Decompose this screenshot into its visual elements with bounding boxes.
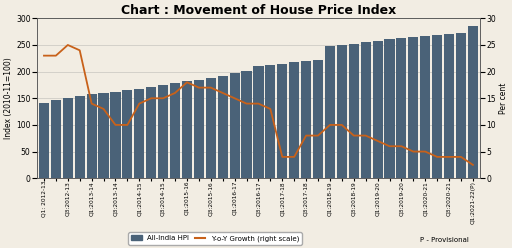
Title: Chart : Movement of House Price Index: Chart : Movement of House Price Index xyxy=(121,4,396,17)
Bar xyxy=(98,93,109,178)
Bar xyxy=(360,42,371,178)
Bar xyxy=(51,100,61,178)
Bar xyxy=(206,78,216,178)
Bar xyxy=(229,73,240,178)
Bar xyxy=(313,60,323,178)
Bar xyxy=(385,39,395,178)
Text: P - Provisional: P - Provisional xyxy=(420,237,468,243)
Bar xyxy=(289,62,299,178)
Bar xyxy=(349,44,359,178)
Bar xyxy=(194,80,204,178)
Bar xyxy=(408,37,418,178)
Bar xyxy=(432,35,442,178)
Bar xyxy=(325,46,335,178)
Bar xyxy=(420,36,430,178)
Bar xyxy=(122,90,133,178)
Bar xyxy=(218,76,228,178)
Bar xyxy=(111,92,120,178)
Bar xyxy=(75,96,85,178)
Bar xyxy=(39,102,49,178)
Bar xyxy=(444,34,454,178)
Bar xyxy=(337,45,347,178)
Bar xyxy=(277,64,287,178)
Bar xyxy=(456,33,466,178)
Legend: All-India HPI, Y-o-Y Growth (right scale): All-India HPI, Y-o-Y Growth (right scale… xyxy=(129,232,302,245)
Bar xyxy=(242,71,251,178)
Bar xyxy=(87,94,97,178)
Bar xyxy=(301,61,311,178)
Bar xyxy=(158,85,168,178)
Bar xyxy=(170,83,180,178)
Bar xyxy=(265,65,275,178)
Bar xyxy=(373,41,382,178)
Bar xyxy=(146,87,156,178)
Y-axis label: Per cent: Per cent xyxy=(499,83,508,114)
Bar xyxy=(468,26,478,178)
Bar xyxy=(253,66,264,178)
Bar xyxy=(134,89,144,178)
Bar xyxy=(396,38,407,178)
Y-axis label: Index (2010-11=100): Index (2010-11=100) xyxy=(4,57,13,139)
Bar xyxy=(63,98,73,178)
Bar xyxy=(182,81,192,178)
